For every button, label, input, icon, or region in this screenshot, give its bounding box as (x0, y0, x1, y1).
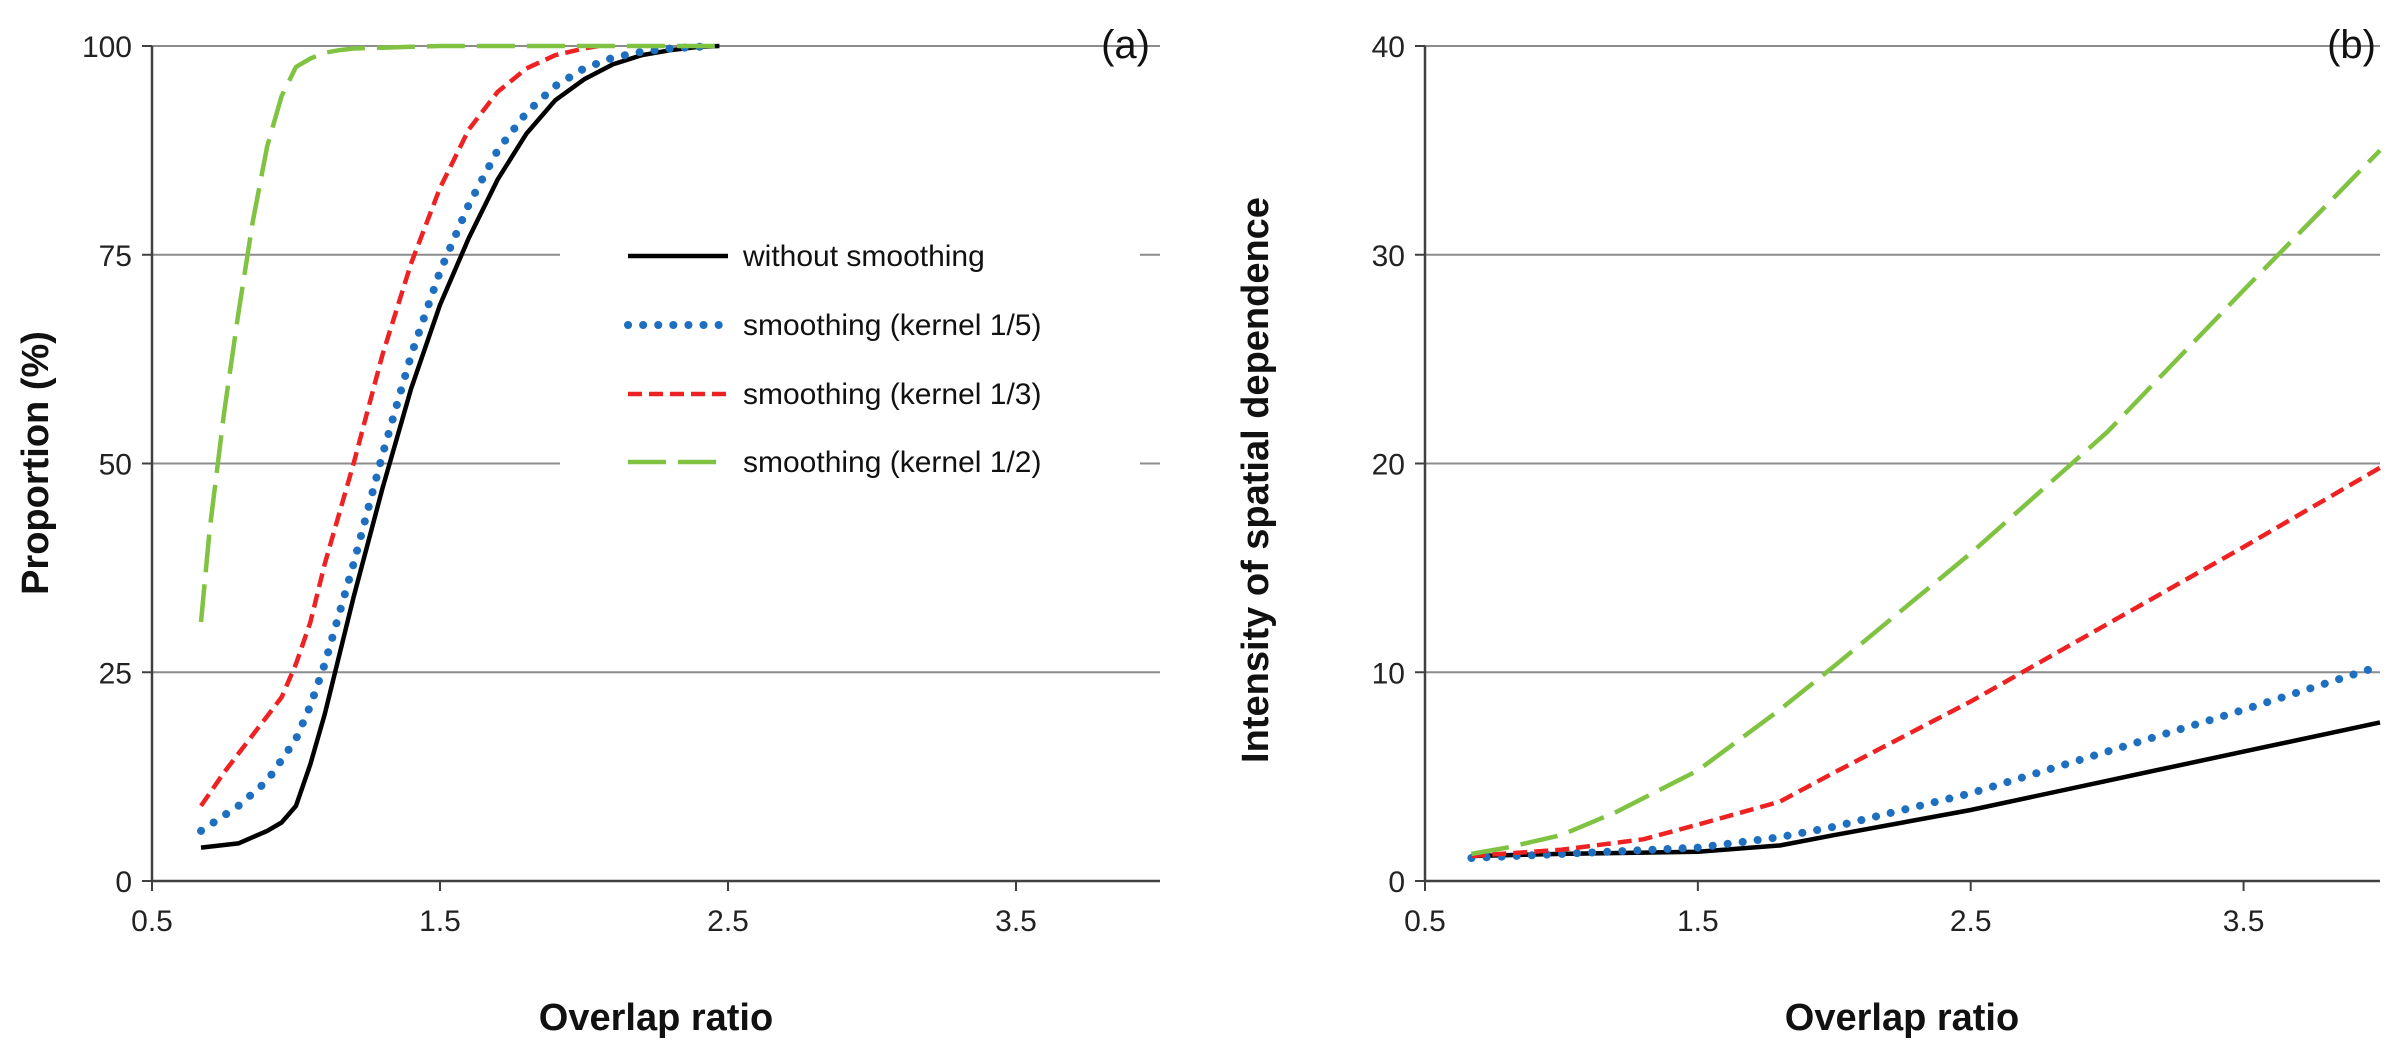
x-tick-label: 3.5 (2223, 905, 2265, 938)
panel-a-series-group (197, 42, 720, 850)
legend-item-without-smoothing: without smoothing (628, 240, 985, 273)
y-tick-label: 0 (115, 866, 132, 899)
panel-b-x-axis-title: Overlap ratio (1785, 997, 2019, 1039)
series-line-smoothing-kernel-1-3 (1471, 465, 2382, 859)
x-tick-label: 1.5 (419, 905, 461, 938)
panel-b-y-ticks: 0 10 20 30 40 (1372, 31, 1425, 899)
series-line-smoothing-kernel-1-2 (198, 43, 720, 623)
y-tick-label: 75 (99, 240, 132, 273)
panel-a-y-ticks: 0 25 50 75 100 (82, 31, 152, 899)
x-tick-label: 2.5 (707, 905, 749, 938)
x-tick-label: 0.5 (1404, 905, 1446, 938)
y-tick-label: 20 (1372, 449, 1405, 482)
legend-label-kernel-1-3: smoothing (kernel 1/3) (743, 378, 1041, 411)
panel-b-intensity: 0.5 1.5 2.5 3.5 0 10 20 30 40 (b) Overlap ratio… (1235, 23, 2384, 1039)
legend-item-kernel-1-3: smoothing (kernel 1/3) (628, 378, 1041, 411)
x-tick-label: 2.5 (1950, 905, 1992, 938)
y-tick-label: 40 (1372, 31, 1405, 64)
panel-b-label: (b) (2327, 23, 2376, 67)
y-tick-label: 10 (1372, 657, 1405, 690)
series-line-smoothing-kernel-1-5 (1467, 662, 2384, 862)
panel-a-proportion: 0.5 1.5 2.5 3.5 0 25 50 75 100 (a) Overlap rati… (15, 23, 1160, 1039)
legend-label-kernel-1-5: smoothing (kernel 1/5) (743, 309, 1041, 342)
legend-item-kernel-1-2: smoothing (kernel 1/2) (628, 446, 1041, 479)
series-line-without-smoothing (200, 43, 720, 850)
series-line-without-smoothing (1471, 720, 2381, 859)
panel-b-y-axis-title: Intensity of spatial dependence (1235, 197, 1277, 763)
legend-label-kernel-1-2: smoothing (kernel 1/2) (743, 446, 1041, 479)
legend: without smoothing smoothing (kernel 1/5)… (560, 212, 1140, 479)
panel-b-gridlines (1425, 45, 2380, 674)
x-tick-label: 0.5 (131, 905, 173, 938)
series-line-smoothing-kernel-1-3 (199, 43, 599, 808)
y-tick-label: 25 (99, 657, 132, 690)
legend-item-kernel-1-5: smoothing (kernel 1/5) (624, 309, 1041, 342)
y-tick-label: 50 (99, 449, 132, 482)
panel-b-series-group (1467, 148, 2384, 862)
series-line-smoothing-kernel-1-2 (1471, 148, 2382, 857)
legend-label-without-smoothing: without smoothing (742, 240, 985, 273)
x-tick-label: 3.5 (995, 905, 1037, 938)
y-tick-label: 0 (1388, 866, 1405, 899)
x-tick-label: 1.5 (1677, 905, 1719, 938)
panel-a-x-axis-title: Overlap ratio (539, 997, 773, 1039)
panel-b-x-ticks: 0.5 1.5 2.5 3.5 (1404, 881, 2264, 938)
panel-a-x-ticks: 0.5 1.5 2.5 3.5 (131, 881, 1037, 938)
panel-a-label: (a) (1101, 23, 1150, 67)
y-tick-label: 30 (1372, 240, 1405, 273)
panel-a-y-axis-title: Proportion (%) (15, 331, 57, 595)
y-tick-label: 100 (82, 31, 132, 64)
